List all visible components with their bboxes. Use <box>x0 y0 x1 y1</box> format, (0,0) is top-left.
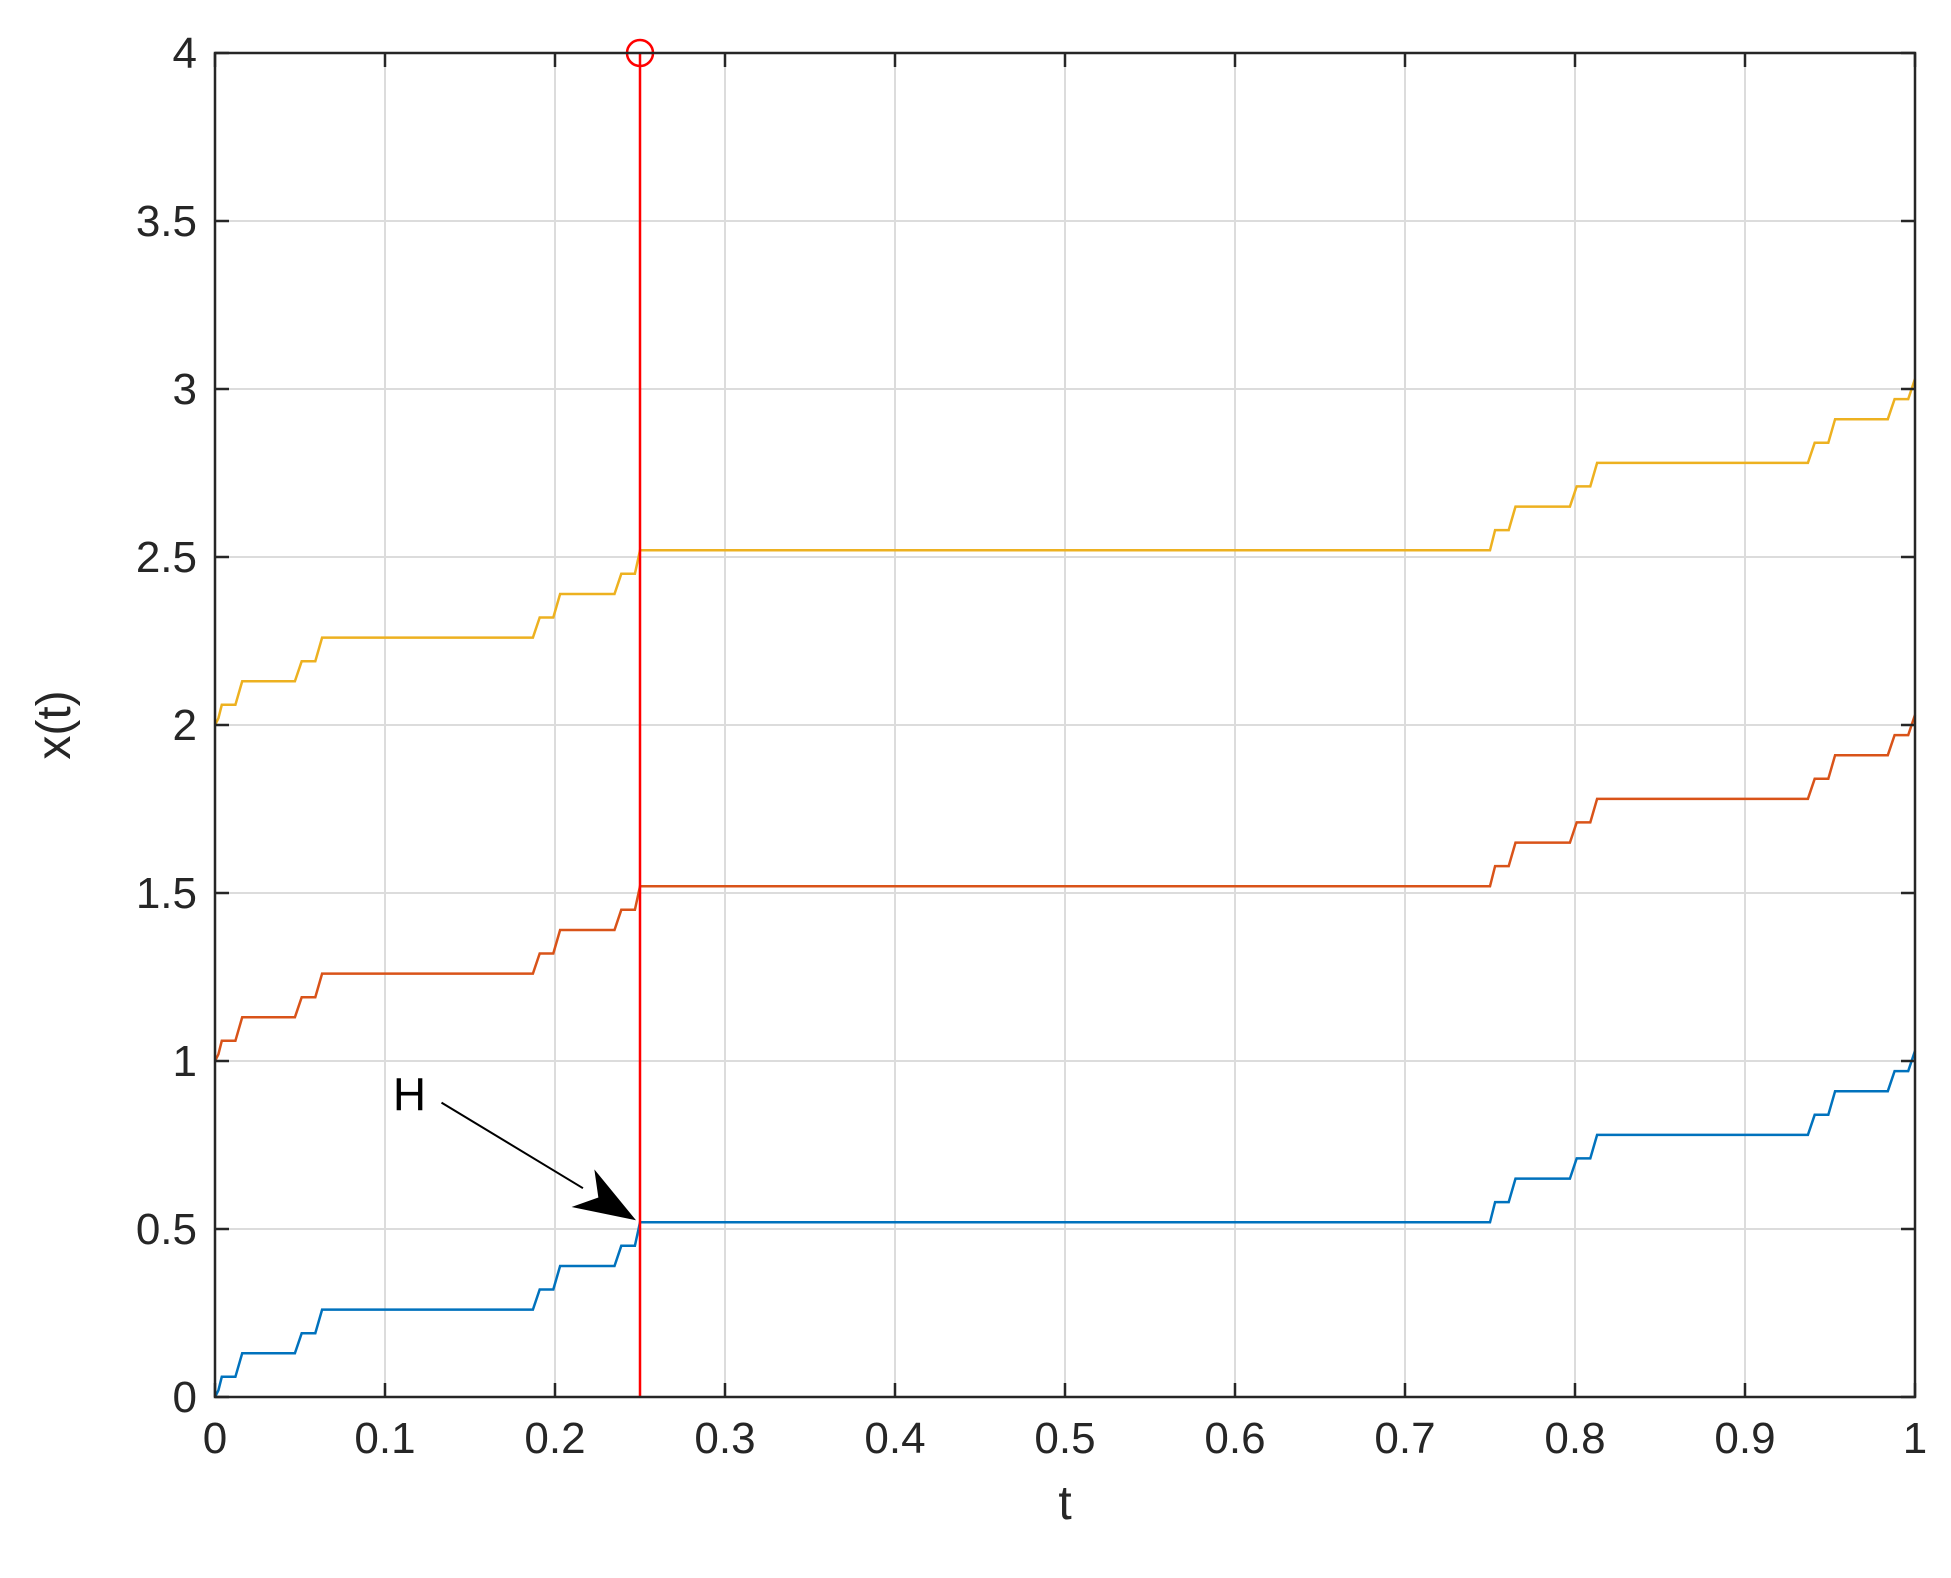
annotation-arrow-shaft <box>440 1101 584 1190</box>
y-tick-label: 3 <box>173 365 197 414</box>
annotation-layer: H <box>393 1069 636 1221</box>
y-tick-label: 0 <box>173 1373 197 1422</box>
y-tick-label: 1.5 <box>136 869 197 918</box>
x-tick-label: 0.1 <box>354 1414 415 1463</box>
x-tick-label: 0 <box>203 1414 227 1463</box>
y-tick-label: 2.5 <box>136 533 197 582</box>
x-tick-label: 1 <box>1903 1414 1927 1463</box>
x-tick-label: 0.5 <box>1034 1414 1095 1463</box>
tick-layer: 0 0.1 0.2 0.3 0.4 0.5 0.6 0.7 0.8 0.9 1 0 0.5 1 1.5 2 2.… <box>136 29 1927 1463</box>
grid-layer <box>215 53 1915 1397</box>
annotation-label: H <box>393 1069 426 1121</box>
x-axis-label: t <box>1058 1477 1071 1530</box>
x-tick-label: 0.6 <box>1204 1414 1265 1463</box>
y-tick-label: 3.5 <box>136 197 197 246</box>
x-tick-label: 0.9 <box>1714 1414 1775 1463</box>
y-tick-label: 0.5 <box>136 1205 197 1254</box>
y-tick-label: 2 <box>173 701 197 750</box>
x-tick-label: 0.4 <box>864 1414 925 1463</box>
annotation-arrow-head <box>571 1169 636 1221</box>
x-tick-label: 0.7 <box>1374 1414 1435 1463</box>
x-tick-label: 0.2 <box>524 1414 585 1463</box>
y-axis-label: x(t) <box>28 690 81 759</box>
y-tick-label: 4 <box>173 29 197 78</box>
x-tick-label: 0.8 <box>1544 1414 1605 1463</box>
y-tick-label: 1 <box>173 1037 197 1086</box>
x-tick-label: 0.3 <box>694 1414 755 1463</box>
